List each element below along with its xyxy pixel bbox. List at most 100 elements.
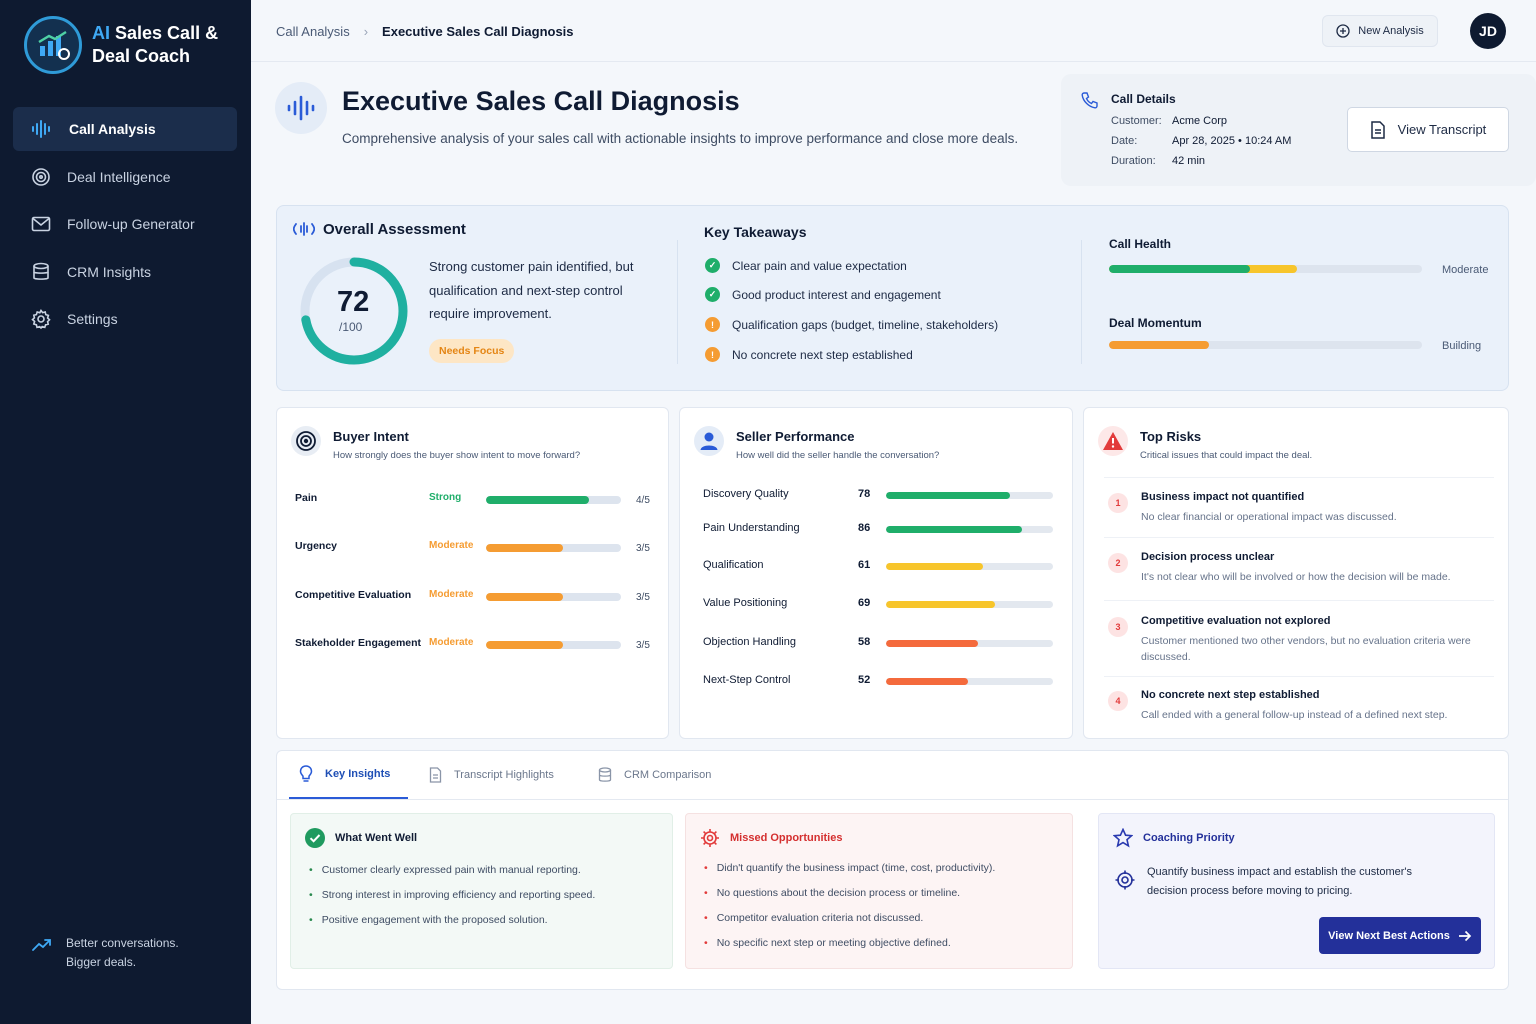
score-ring-arc <box>300 257 408 365</box>
customer-row: Customer: Acme Corp <box>1111 115 1227 127</box>
overall-score: 72 <box>337 286 370 318</box>
risk-number: 4 <box>1108 691 1128 711</box>
buyer-intent-header: Buyer Intent How strongly does the buyer… <box>291 426 580 461</box>
buyer-intent-title: Buyer Intent <box>333 429 409 444</box>
risk-description: No clear financial or operational impact… <box>1141 511 1397 523</box>
crosshair-icon <box>1115 870 1135 890</box>
sidebar: AI Sales Call & Deal Coach Call Analysis… <box>0 0 251 1024</box>
seller-performance-card: Seller Performance How well did the sell… <box>679 407 1073 739</box>
row-score: 61 <box>858 559 871 571</box>
sidebar-item-crm-insights[interactable]: CRM Insights <box>13 250 237 294</box>
key-takeaways-title: Key Takeaways <box>704 224 807 240</box>
plus-circle-icon <box>1336 24 1350 38</box>
tab-transcript-highlights[interactable]: Transcript Highlights <box>429 751 554 799</box>
duration-row: Duration: 42 min <box>1111 155 1205 167</box>
deal-momentum-bar <box>1109 341 1422 349</box>
page-title: Executive Sales Call Diagnosis <box>342 86 740 116</box>
risk-description: Call ended with a general follow-up inst… <box>1141 709 1448 721</box>
date-value: Apr 28, 2025 • 10:24 AM <box>1172 135 1292 147</box>
trending-up-icon <box>32 939 51 951</box>
row-score: 58 <box>858 636 871 648</box>
waveform-icon <box>275 82 327 134</box>
sidebar-item-follow-up-generator[interactable]: Follow-up Generator <box>13 202 237 246</box>
what-went-well-heading: What Went Well <box>305 828 417 848</box>
row-bar-fill <box>486 544 563 552</box>
seller-performance-subtitle: How well did the seller handle the conve… <box>736 450 940 461</box>
row-score: 4/5 <box>636 495 650 506</box>
row-bar-fill <box>886 640 979 647</box>
duration-label: Duration: <box>1111 155 1156 167</box>
sidebar-item-label: Call Analysis <box>69 121 156 137</box>
row-bar <box>886 526 1053 533</box>
sidebar-nav: Call Analysis Deal Intelligence Follow-u… <box>13 107 237 345</box>
list-item: No specific next step or meeting objecti… <box>704 937 995 962</box>
customer-value: Acme Corp <box>1172 115 1228 127</box>
coaching-priority-heading: Coaching Priority <box>1113 828 1235 848</box>
view-transcript-button[interactable]: View Transcript <box>1347 107 1509 152</box>
risk-title: Decision process unclear <box>1141 551 1275 563</box>
call-health-bar-green <box>1109 265 1250 273</box>
tab-key-insights[interactable]: Key Insights <box>289 751 408 799</box>
sidebar-item-call-analysis[interactable]: Call Analysis <box>13 107 237 151</box>
buyer-intent-row: Pain Strong 4/5 <box>295 492 652 508</box>
seller-performance-header: Seller Performance How well did the sell… <box>694 426 939 461</box>
row-label: Value Positioning <box>703 597 788 609</box>
tagline-line2: Bigger deals. <box>66 955 137 969</box>
coaching-priority-text: Quantify business impact and establish t… <box>1147 866 1413 897</box>
takeaway-item: ✓ Clear pain and value expectation <box>705 258 907 273</box>
row-score: 52 <box>858 674 871 686</box>
target-gear-icon <box>701 829 719 847</box>
tab-crm-comparison[interactable]: CRM Comparison <box>598 751 711 799</box>
sidebar-item-label: Follow-up Generator <box>67 216 195 232</box>
alert-triangle-icon <box>1098 426 1128 456</box>
new-analysis-button[interactable]: New Analysis <box>1322 15 1438 47</box>
sound-wave-icon <box>293 222 315 236</box>
sidebar-item-label: CRM Insights <box>67 263 152 280</box>
row-bar <box>886 640 1053 647</box>
row-level: Moderate <box>429 540 474 551</box>
sidebar-item-settings[interactable]: Settings <box>13 297 237 341</box>
app-title-line2: Deal Coach <box>92 46 191 66</box>
call-health-label: Call Health <box>1109 237 1172 251</box>
check-icon: ✓ <box>705 258 720 273</box>
row-score: 3/5 <box>636 640 650 651</box>
seller-performance-row: Value Positioning 69 <box>703 597 1055 613</box>
star-icon <box>1113 828 1133 848</box>
chevron-right-icon: › <box>363 24 369 39</box>
overall-assessment-heading: Overall Assessment <box>293 220 466 238</box>
app-title-ai: AI <box>92 23 110 43</box>
row-label: Discovery Quality <box>703 488 789 500</box>
row-bar <box>886 601 1053 608</box>
app-title: AI Sales Call & Deal Coach <box>92 22 218 68</box>
row-score: 86 <box>858 522 871 534</box>
buyer-intent-row: Urgency Moderate 3/5 <box>295 540 652 556</box>
divider <box>677 240 678 364</box>
seller-performance-row: Discovery Quality 78 <box>703 488 1055 504</box>
insights-tabs-card: Key Insights Transcript Highlights CRM C… <box>276 750 1509 990</box>
app-title-rest: Sales Call & <box>115 23 219 43</box>
buyer-intent-row: Competitive Evaluation Moderate 3/5 <box>295 589 652 605</box>
avatar[interactable]: JD <box>1470 13 1506 49</box>
takeaway-text: Good product interest and engagement <box>732 287 941 302</box>
brand[interactable]: AI Sales Call & Deal Coach <box>24 16 218 74</box>
breadcrumb-call-analysis[interactable]: Call Analysis <box>276 24 350 39</box>
missed-opportunities-list: Didn't quantify the business impact (tim… <box>704 862 996 962</box>
takeaway-text: Qualification gaps (budget, timeline, st… <box>732 317 999 332</box>
row-bar-fill <box>486 593 563 601</box>
overall-score-max: /100 <box>339 320 363 334</box>
row-bar-fill <box>486 496 589 504</box>
row-score: 3/5 <box>636 543 650 554</box>
sidebar-item-deal-intelligence[interactable]: Deal Intelligence <box>13 155 237 199</box>
new-analysis-label: New Analysis <box>1358 25 1424 37</box>
target-icon <box>291 426 321 456</box>
missed-opportunities-heading: Missed Opportunities <box>700 828 842 848</box>
warning-icon: ! <box>705 317 720 332</box>
row-bar <box>886 678 1053 685</box>
row-label: Stakeholder Engagement <box>295 637 422 649</box>
arrow-right-icon <box>1458 930 1472 941</box>
breadcrumb: Call Analysis › Executive Sales Call Dia… <box>276 24 574 39</box>
check-circle-icon <box>305 828 325 848</box>
divider <box>1104 477 1494 478</box>
what-went-well-title: What Went Well <box>335 832 418 844</box>
view-next-best-actions-button[interactable]: View Next Best Actions <box>1319 917 1481 954</box>
